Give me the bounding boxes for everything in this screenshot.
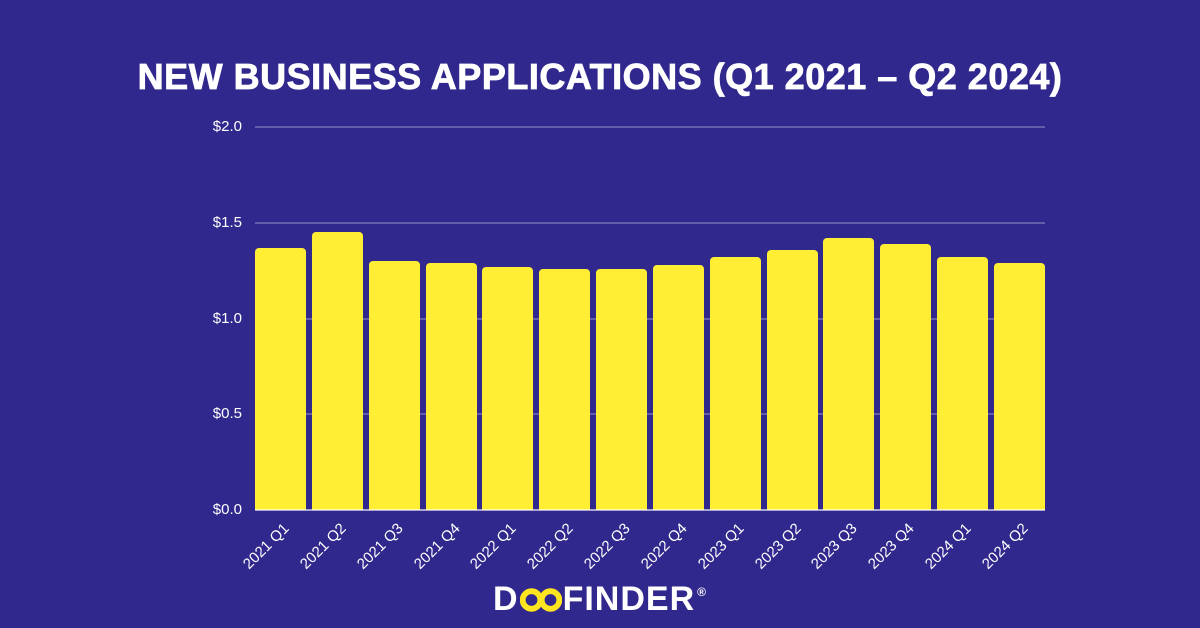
gridline bbox=[255, 413, 1045, 416]
gridline bbox=[255, 317, 1045, 320]
bar-2023-q2 bbox=[766, 249, 818, 510]
bar-2022-q4 bbox=[652, 264, 704, 510]
x-tick-label: 2023 Q1 bbox=[694, 520, 748, 573]
bar-2024-q1 bbox=[937, 257, 989, 510]
x-tick-label: 2022 Q2 bbox=[524, 520, 577, 573]
y-tick-label: $0.0 bbox=[212, 501, 242, 518]
bar-2021-q2 bbox=[311, 232, 363, 510]
x-tick-label: 2021 Q3 bbox=[353, 520, 407, 573]
y-tick-label: $1.0 bbox=[212, 309, 242, 327]
x-tick-label: 2022 Q1 bbox=[467, 520, 520, 573]
y-tick-label: $2.0 bbox=[212, 118, 242, 135]
gridline bbox=[255, 221, 1045, 224]
x-tick-label: 2021 Q1 bbox=[239, 520, 293, 573]
y-tick-label: $1.5 bbox=[212, 213, 242, 231]
bar-2022-q1 bbox=[482, 266, 534, 510]
x-axis-labels: 2021 Q1 2021 Q2 2021 Q3 2021 Q4 2022 Q1 2022 … bbox=[240, 510, 1045, 580]
bar-2021-q1 bbox=[255, 247, 306, 510]
x-tick-label: 2023 Q2 bbox=[751, 520, 805, 573]
x-tick-label: 2022 Q3 bbox=[580, 520, 634, 573]
registered-mark: ® bbox=[697, 584, 707, 599]
bar-2023-q3 bbox=[823, 238, 875, 510]
bar-chart: $0.0 $0.5 $1.0 $1.5 $2.0 2021 Q1 2021 Q2 2021 … bbox=[213, 118, 1045, 573]
y-tick-label: $0.5 bbox=[212, 405, 242, 423]
x-tick-label: 2021 Q4 bbox=[410, 520, 464, 573]
bar-2023-q1 bbox=[709, 257, 761, 510]
bar-2022-q3 bbox=[596, 268, 648, 510]
bar-2023-q4 bbox=[880, 243, 932, 510]
x-axis-line bbox=[255, 509, 1045, 511]
x-tick-label: 2022 Q4 bbox=[637, 520, 691, 573]
logo-text-finder: FINDER bbox=[562, 580, 696, 618]
gridline bbox=[255, 126, 1045, 128]
infinity-icon bbox=[519, 587, 562, 612]
x-tick-label: 2023 Q3 bbox=[808, 520, 861, 573]
doofinder-logo: D FINDER ® bbox=[0, 580, 1200, 619]
x-tick-label: 2023 Q4 bbox=[865, 520, 918, 573]
bar-2021-q3 bbox=[368, 261, 420, 510]
chart-title: NEW BUSINESS APPLICATIONS (Q1 2021 – Q2 … bbox=[137, 56, 1063, 98]
x-tick-label: 2024 Q1 bbox=[921, 520, 975, 573]
bar-2022-q2 bbox=[539, 268, 591, 510]
x-tick-label: 2024 Q2 bbox=[978, 520, 1032, 573]
logo-letter-d: D bbox=[493, 580, 519, 618]
bar-2024-q2 bbox=[994, 262, 1045, 510]
bar-2021-q4 bbox=[425, 262, 477, 510]
x-tick-label: 2021 Q2 bbox=[296, 520, 350, 573]
